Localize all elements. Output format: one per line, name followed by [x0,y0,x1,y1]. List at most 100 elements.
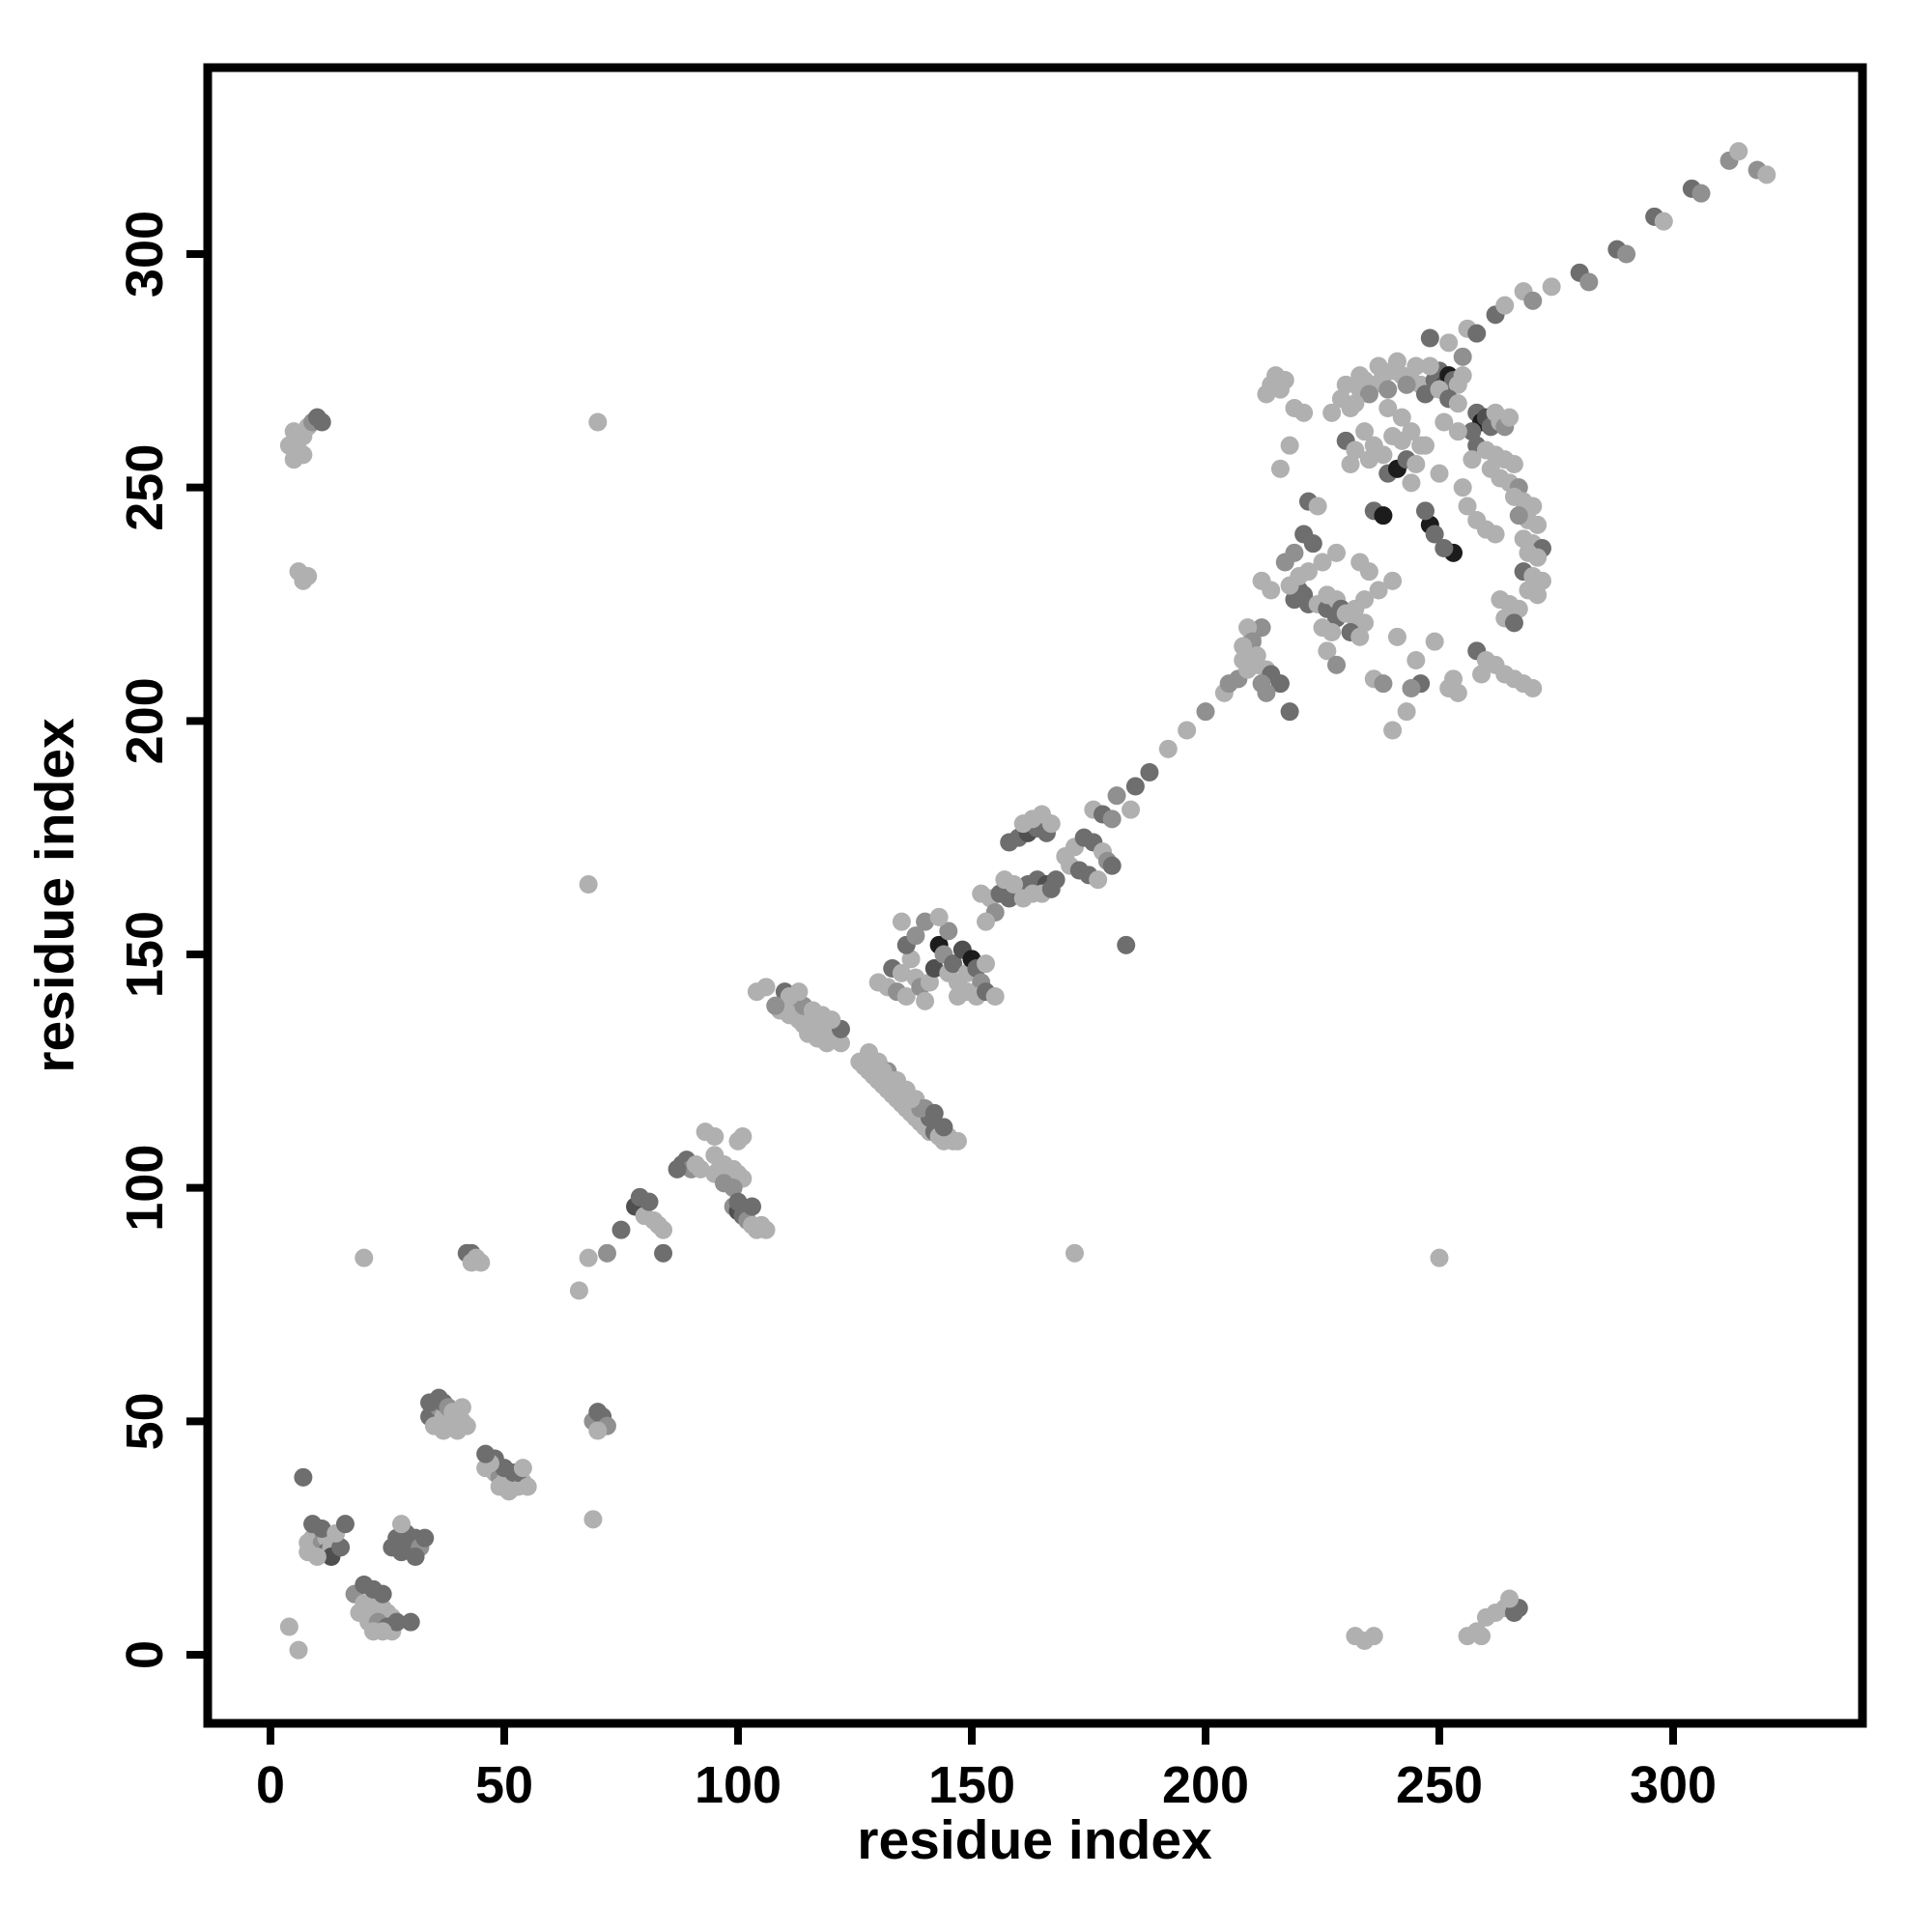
data-point [1313,553,1332,572]
data-point [1056,847,1075,866]
data-point [1579,272,1599,292]
data-point [948,1131,967,1151]
x-tick-label: 250 [1396,1756,1483,1814]
data-point [1383,721,1403,740]
data-point [1294,403,1314,422]
data-point [1406,356,1426,376]
data-point [420,1393,440,1412]
data-point [1509,506,1528,526]
data-point [1247,646,1266,666]
data-point [279,1617,298,1636]
y-tick-label: 0 [116,1640,174,1669]
data-point [1013,814,1033,834]
data-point [513,1459,532,1478]
data-point [1523,291,1543,310]
data-point [331,1538,351,1557]
data-point [490,1477,509,1496]
data-point [1322,623,1342,641]
data-point [724,1179,743,1198]
data-point [355,1576,374,1594]
data-point [1359,384,1378,404]
data-point [1308,497,1327,516]
data-point [335,1515,355,1534]
data-point [1504,455,1523,473]
data-point [1406,455,1426,473]
data-point [1425,632,1444,651]
data-point [822,1010,841,1030]
data-point [1425,525,1444,544]
data-point [350,1604,369,1622]
data-point [1463,422,1482,441]
data-point [756,1220,776,1239]
data-point [462,1253,481,1272]
data-point [392,1515,412,1534]
data-point [1041,814,1061,834]
data-point [1691,184,1711,203]
data-point [1350,627,1370,646]
data-point [1491,590,1510,610]
data-point [387,1612,407,1632]
data-point [1528,548,1548,567]
data-point [1238,660,1258,679]
data-point [1402,422,1421,441]
data-point [1435,412,1454,432]
data-point [1117,935,1136,954]
x-tick-label: 50 [475,1756,533,1814]
data-point [289,1640,308,1660]
data-point [1280,702,1299,722]
data-point [1196,702,1215,722]
data-point [588,412,608,432]
data-point [1355,422,1375,441]
x-tick-label: 100 [695,1756,781,1814]
data-point [1178,721,1197,740]
data-point [1046,870,1065,890]
data-point [1504,613,1523,633]
data-point [1107,786,1126,806]
data-point [1374,674,1393,694]
data-point [294,1467,313,1487]
data-point [892,963,911,982]
data-point [1467,324,1487,343]
y-tick-label: 200 [116,677,174,764]
y-tick-label: 250 [116,444,174,531]
data-point [1500,1589,1520,1608]
data-point [939,922,958,941]
data-point [583,1510,603,1529]
data-point [1327,543,1347,562]
data-point [457,1416,476,1435]
data-point [373,1584,392,1604]
data-point [985,987,1005,1006]
data-point [1219,674,1238,694]
data-point [1275,553,1294,572]
data-point [298,1543,318,1562]
data-point [1448,422,1467,441]
data-point [363,1622,383,1641]
y-tick-label: 50 [116,1392,174,1450]
data-point [1369,581,1388,600]
data-point [630,1187,649,1207]
data-point [892,912,911,931]
data-point [864,1052,883,1071]
data-point [1383,571,1403,590]
data-point [1125,777,1145,796]
data-point [1453,366,1472,385]
data-point [1257,384,1276,404]
data-point [1387,627,1406,646]
data-point [434,1421,453,1440]
data-point [1472,1627,1492,1646]
data-point [569,1281,588,1300]
data-point [1346,394,1365,413]
data-point [1402,473,1421,493]
data-point [1364,1627,1383,1646]
data-point [743,1197,762,1216]
data-point [1158,739,1178,758]
data-point [1500,408,1520,427]
data-point [1542,277,1561,297]
data-point [415,1528,435,1548]
data-point [896,987,916,1006]
data-point [1378,399,1398,417]
data-point [977,954,996,974]
data-point [934,1118,953,1137]
data-point [668,1159,687,1179]
